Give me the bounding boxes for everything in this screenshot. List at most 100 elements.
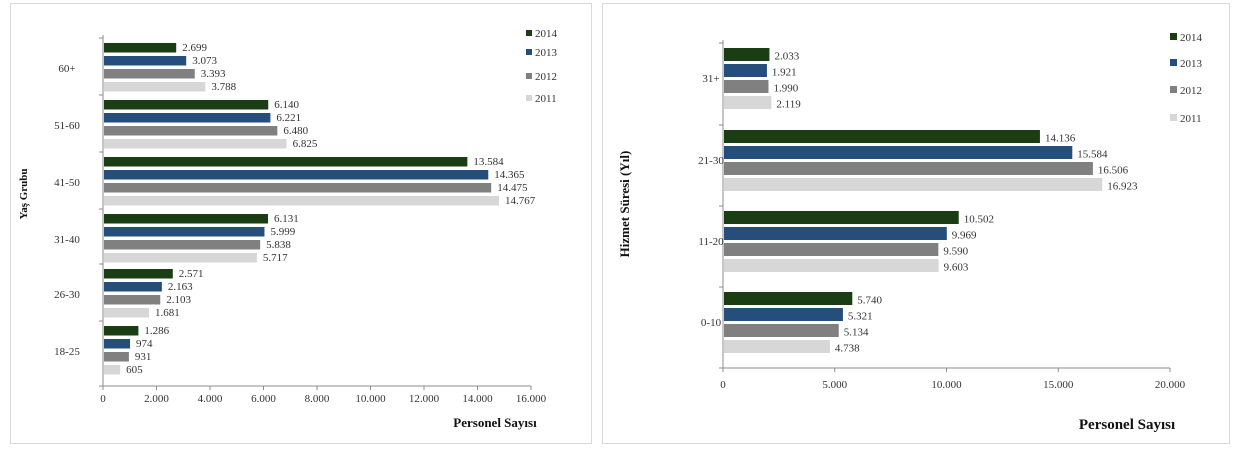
bar-2013-11-20 xyxy=(724,227,947,240)
bar-2011-31+ xyxy=(724,96,772,109)
bar-2014-51-60 xyxy=(104,100,269,110)
data-label: 16.923 xyxy=(1107,181,1138,193)
data-label: 3.393 xyxy=(201,68,226,80)
y-axis-title: Yaş Grubu xyxy=(18,168,30,219)
data-label: 6.480 xyxy=(283,125,308,137)
bar-2013-0-10 xyxy=(724,308,843,321)
data-label: 5.321 xyxy=(848,311,873,323)
legend-swatch-2011 xyxy=(1170,114,1177,121)
bar-2014-60+ xyxy=(104,43,177,53)
x-tick-label: 2.000 xyxy=(144,393,169,405)
data-label: 2.163 xyxy=(168,281,193,293)
x-tick-label: 10.000 xyxy=(931,379,962,391)
bar-2011-60+ xyxy=(104,82,206,92)
data-label: 4.738 xyxy=(835,343,860,355)
data-label: 9.590 xyxy=(943,246,968,258)
data-label: 3.073 xyxy=(192,55,217,67)
legend-swatch-2014 xyxy=(526,30,532,36)
category-label: 31-40 xyxy=(54,234,80,246)
legend-swatch-2013 xyxy=(1170,59,1177,66)
bar-2012-21-30 xyxy=(724,162,1093,175)
category-label: 18-25 xyxy=(54,346,80,358)
x-tick-label: 12.000 xyxy=(409,393,440,405)
x-tick-label: 6.000 xyxy=(251,393,276,405)
data-label: 1.286 xyxy=(144,325,169,337)
legend-swatch-2012 xyxy=(1170,86,1177,93)
data-label: 14.767 xyxy=(505,195,536,207)
bar-2014-11-20 xyxy=(724,211,959,224)
data-label: 2.103 xyxy=(166,294,191,306)
data-label: 14.475 xyxy=(497,182,528,194)
x-tick-label: 8.000 xyxy=(305,393,330,405)
bar-2012-11-20 xyxy=(724,243,939,256)
legend-label: 2011 xyxy=(535,93,557,105)
y-axis-title: Hizmet Süresi (Yıl) xyxy=(617,151,632,258)
data-label: 5.838 xyxy=(266,239,291,251)
bar-2012-60+ xyxy=(104,69,195,79)
legend-swatch-2012 xyxy=(526,73,532,79)
x-axis-title: Personel Sayısı xyxy=(453,415,537,430)
legend-swatch-2011 xyxy=(526,95,532,101)
x-tick-label: 0 xyxy=(720,379,726,391)
bar-2014-0-10 xyxy=(724,292,853,305)
data-label: 5.134 xyxy=(844,327,869,339)
legend-swatch-2014 xyxy=(1170,33,1177,40)
data-label: 2.699 xyxy=(182,42,207,54)
data-label: 5.740 xyxy=(857,295,882,307)
bar-2013-31-40 xyxy=(104,227,265,237)
bar-2012-26-30 xyxy=(104,295,161,305)
bar-2013-31+ xyxy=(724,64,767,77)
data-label: 1.990 xyxy=(773,83,798,95)
data-label: 14.365 xyxy=(494,169,525,181)
legend-label: 2012 xyxy=(535,71,557,83)
x-tick-label: 4.000 xyxy=(198,393,223,405)
bar-2012-41-50 xyxy=(104,183,492,193)
data-label: 5.999 xyxy=(270,226,295,238)
bar-2014-18-25 xyxy=(104,326,139,336)
data-label: 9.969 xyxy=(952,230,977,242)
category-label: 31+ xyxy=(702,73,719,85)
category-label: 21-30 xyxy=(698,155,724,167)
legend-label: 2014 xyxy=(535,28,558,40)
data-label: 931 xyxy=(135,351,152,363)
bar-2014-41-50 xyxy=(104,157,468,167)
bar-2011-21-30 xyxy=(724,178,1103,191)
bar-2014-21-30 xyxy=(724,130,1040,143)
data-label: 6.140 xyxy=(274,99,299,111)
x-axis-title: Personel Sayısı xyxy=(1079,417,1175,433)
data-label: 6.221 xyxy=(276,112,301,124)
data-label: 1.921 xyxy=(772,67,797,79)
service-years-chart-panel: 0 5.000 10.000 15.000 20.000 31+ 2.033 1.921 1.9… xyxy=(602,3,1230,444)
bar-2014-31+ xyxy=(724,48,770,61)
data-label: 15.584 xyxy=(1077,149,1108,161)
bar-2012-18-25 xyxy=(104,352,129,362)
category-label: 26-30 xyxy=(54,289,80,301)
x-tick-label: 15.000 xyxy=(1043,379,1074,391)
legend-label: 2012 xyxy=(1180,85,1202,97)
bar-2011-18-25 xyxy=(104,365,121,375)
data-label: 605 xyxy=(126,364,143,376)
data-label: 9.603 xyxy=(944,262,969,274)
bar-2013-26-30 xyxy=(104,282,162,292)
legend-label: 2011 xyxy=(1180,113,1202,125)
data-label: 16.506 xyxy=(1098,165,1129,177)
bar-2011-26-30 xyxy=(104,308,149,318)
bar-2013-21-30 xyxy=(724,146,1073,159)
bar-2013-18-25 xyxy=(104,339,131,349)
bar-2012-31-40 xyxy=(104,240,261,250)
category-label: 41-50 xyxy=(54,177,80,189)
bar-2011-0-10 xyxy=(724,340,830,353)
x-tick-label: 16.000 xyxy=(516,393,547,405)
data-label: 5.717 xyxy=(263,252,288,264)
bar-2012-0-10 xyxy=(724,324,839,337)
bar-2012-51-60 xyxy=(104,126,278,136)
legend-label: 2014 xyxy=(1180,32,1203,44)
data-label: 13.584 xyxy=(473,156,504,168)
bar-2012-31+ xyxy=(724,80,769,93)
bar-2011-31-40 xyxy=(104,253,257,263)
category-label: 11-20 xyxy=(698,236,724,248)
x-tick-label: 14.000 xyxy=(462,393,493,405)
x-tick-label: 20.000 xyxy=(1155,379,1186,391)
category-label: 60+ xyxy=(58,63,75,75)
bar-2011-41-50 xyxy=(104,196,500,206)
